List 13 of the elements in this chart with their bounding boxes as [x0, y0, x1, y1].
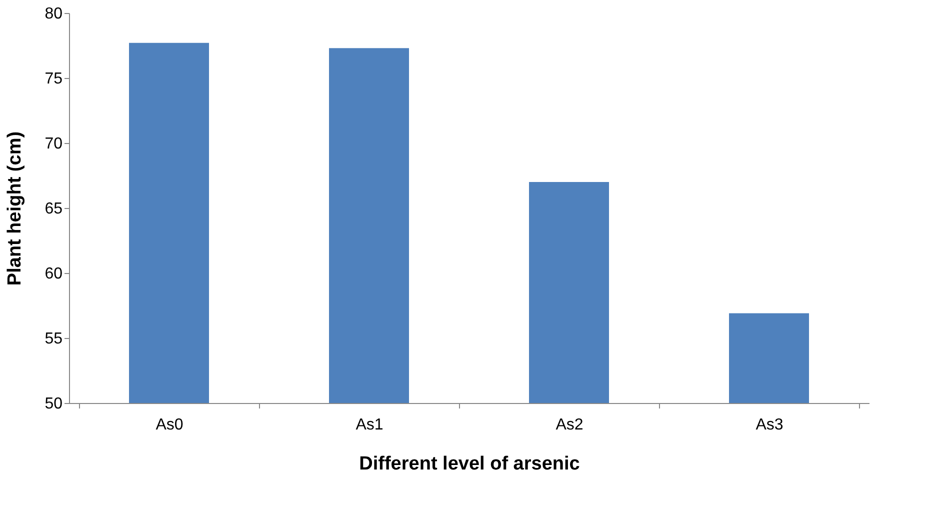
y-tick-label: 75 [44, 70, 63, 88]
y-tick-label: 50 [44, 396, 63, 412]
y-tick-label: 70 [44, 136, 63, 152]
y-tick-label: 60 [44, 266, 63, 282]
y-axis-title: Plant height (cm) [4, 131, 26, 286]
x-tick-label: As1 [356, 416, 384, 434]
y-tick-label: 55 [44, 330, 63, 348]
y-tick-label: 65 [44, 200, 63, 218]
x-tick-label: As0 [156, 416, 184, 434]
x-tick-label: As3 [756, 416, 784, 434]
x-tick-label: As2 [556, 416, 584, 434]
y-tick-label: 80 [44, 6, 63, 22]
x-axis-title: Different level of arsenic [359, 454, 580, 474]
